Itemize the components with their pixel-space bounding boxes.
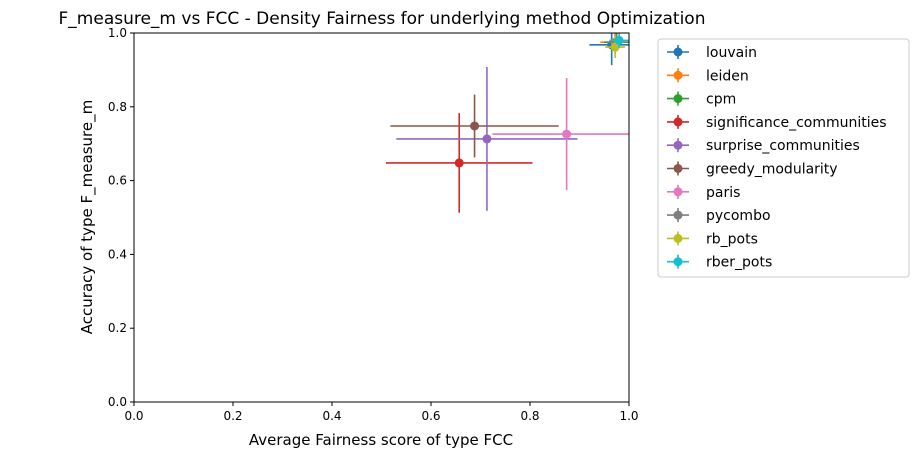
data-point xyxy=(470,121,480,131)
series-greedy_modularity xyxy=(390,94,559,158)
data-point xyxy=(614,35,624,45)
legend-item-leiden: leiden xyxy=(667,68,749,84)
legend-label: rb_pots xyxy=(706,231,758,247)
x-axis-label: Average Fairness score of type FCC xyxy=(249,431,513,449)
legend-item-significance_communities: significance_communities xyxy=(667,114,887,131)
y-tick-label: 0.8 xyxy=(108,100,127,114)
y-tick-label: 0.6 xyxy=(108,174,127,188)
legend-marker-dot xyxy=(673,187,683,197)
data-point xyxy=(482,134,492,144)
series-layer xyxy=(385,33,629,213)
legend-marker-dot xyxy=(673,257,683,267)
x-axis-ticks: 0.0 0.2 0.4 0.6 0.8 1.0 xyxy=(124,402,639,423)
legend-label: paris xyxy=(706,185,740,201)
legend-label: pycombo xyxy=(706,208,771,224)
legend-item-paris: paris xyxy=(667,184,740,201)
legend-label: rber_pots xyxy=(706,255,772,271)
y-tick-label: 1.0 xyxy=(108,26,127,40)
y-axis-ticks: 0.0 0.2 0.4 0.6 0.8 1.0 xyxy=(108,26,134,409)
legend-label: significance_communities xyxy=(706,115,887,131)
series-paris xyxy=(492,78,629,191)
data-point xyxy=(610,42,620,52)
legend-item-rber_pots: rber_pots xyxy=(667,254,772,271)
x-tick-label: 0.6 xyxy=(421,409,440,423)
legend-item-greedy_modularity: greedy_modularity xyxy=(667,161,838,178)
legend-label: surprise_communities xyxy=(706,138,860,154)
y-tick-label: 0.0 xyxy=(108,395,127,409)
legend-marker-dot xyxy=(673,233,683,243)
legend-marker-dot xyxy=(673,210,683,220)
chart-title: F_measure_m vs FCC - Density Fairness fo… xyxy=(59,9,706,29)
series-significance_communities xyxy=(385,113,533,213)
x-tick-label: 0.0 xyxy=(124,409,143,423)
legend-item-pycombo: pycombo xyxy=(667,208,771,224)
legend-label: leiden xyxy=(706,68,749,84)
series-louvain xyxy=(589,33,629,66)
series-rber_pots xyxy=(609,33,629,48)
series-surprise_communities xyxy=(396,66,578,211)
legend-item-surprise_communities: surprise_communities xyxy=(667,138,860,154)
y-tick-label: 0.4 xyxy=(108,247,127,261)
x-tick-label: 0.8 xyxy=(520,409,539,423)
legend-marker-dot xyxy=(673,47,683,57)
series-rb_pots xyxy=(605,35,626,59)
x-tick-label: 0.2 xyxy=(223,409,242,423)
legend-marker-dot xyxy=(673,117,683,127)
legend: louvain leiden cpm significance_communities… xyxy=(657,38,910,278)
legend-item-rb_pots: rb_pots xyxy=(667,231,758,247)
plot-frame xyxy=(133,32,630,403)
legend-frame xyxy=(657,38,910,278)
x-tick-label: 0.4 xyxy=(322,409,341,423)
legend-marker-dot xyxy=(673,70,683,80)
data-point xyxy=(454,158,464,168)
data-point xyxy=(562,129,572,139)
x-tick-label: 1.0 xyxy=(619,409,638,423)
legend-marker-dot xyxy=(673,164,683,173)
legend-label: louvain xyxy=(706,45,757,61)
plot-area xyxy=(133,32,630,403)
legend-label: cpm xyxy=(706,92,736,108)
y-axis-label: Accuracy of type F_measure_m xyxy=(78,100,97,334)
legend-label: greedy_modularity xyxy=(706,162,838,178)
legend-marker-dot xyxy=(673,140,683,150)
legend-item-louvain: louvain xyxy=(667,45,757,61)
y-tick-label: 0.2 xyxy=(108,321,127,335)
legend-item-cpm: cpm xyxy=(667,91,736,108)
legend-marker-dot xyxy=(673,94,683,104)
